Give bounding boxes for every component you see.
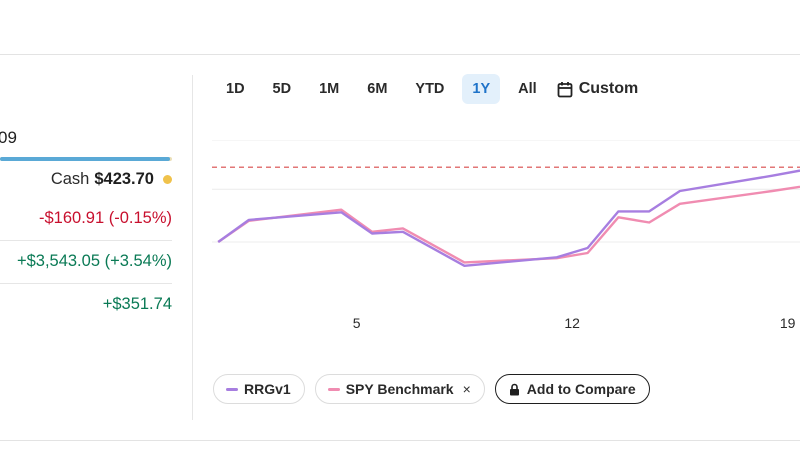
legend-label-rrgv1: RRGv1 <box>244 381 291 397</box>
total-return-value: +$3,543.05 (+3.54%) <box>16 252 172 270</box>
chart-legend: RRGv1 SPY Benchmark × Add to Compare <box>213 374 660 404</box>
tab-1d[interactable]: 1D <box>226 81 245 97</box>
allocation-bar-invested <box>0 157 171 161</box>
x-tick-label: 19 <box>780 315 796 331</box>
custom-range-label: Custom <box>578 80 639 97</box>
panel-divider <box>192 75 193 420</box>
bottom-divider <box>0 440 800 441</box>
cash-label: Cash <box>50 170 90 188</box>
tab-1y[interactable]: 1Y <box>462 74 501 104</box>
cash-value: $423.70 <box>94 170 154 188</box>
remove-spy-icon[interactable]: × <box>462 381 471 397</box>
performance-chart: 5 12 19 <box>212 140 800 331</box>
other-gain-value: +$351.74 <box>102 295 172 313</box>
add-to-compare-label: Add to Compare <box>526 381 636 397</box>
tab-6m[interactable]: 6M <box>367 81 388 97</box>
add-to-compare-button[interactable]: Add to Compare <box>494 374 650 404</box>
tab-all[interactable]: All <box>518 81 537 97</box>
x-tick-label: 12 <box>564 315 580 331</box>
calendar-icon <box>557 81 573 98</box>
series-spy-benchmark-line <box>217 185 800 264</box>
custom-range-button[interactable]: Custom <box>557 80 639 98</box>
legend-chip-spy[interactable]: SPY Benchmark × <box>314 374 485 404</box>
tab-ytd[interactable]: YTD <box>415 81 445 97</box>
tab-1m[interactable]: 1M <box>319 81 340 97</box>
cash-row: Cash $423.70 <box>51 170 172 189</box>
row-divider <box>0 283 172 284</box>
legend-chip-rrgv1[interactable]: RRGv1 <box>213 374 305 404</box>
x-tick-label: 5 <box>353 315 361 331</box>
tab-5d[interactable]: 5D <box>272 81 292 97</box>
row-divider <box>0 240 172 241</box>
portfolio-total-value: 09 <box>0 128 17 147</box>
cash-legend-dot <box>163 175 172 184</box>
series-rrgv1-line <box>217 169 800 268</box>
legend-label-spy: SPY Benchmark <box>345 381 454 397</box>
rrgv1-swatch <box>226 387 238 391</box>
range-tabs: 1D 5D 1M 6M YTD 1Y All Custom <box>216 74 638 104</box>
day-change-value: -$160.91 (-0.15%) <box>39 209 172 227</box>
top-divider <box>0 54 800 55</box>
lock-icon <box>509 383 520 396</box>
spy-swatch <box>327 387 340 391</box>
allocation-bar <box>0 157 172 161</box>
